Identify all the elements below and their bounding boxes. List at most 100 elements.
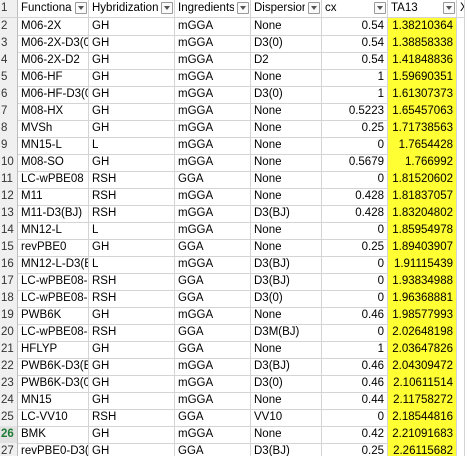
cell-cx[interactable]: 0.25 xyxy=(322,239,388,257)
cell-dispersion[interactable]: None xyxy=(251,103,322,121)
cell-ingredients[interactable]: mGGA xyxy=(175,392,251,410)
cell-dispersion[interactable]: D3(BJ) xyxy=(251,256,322,274)
cell-next-column[interactable] xyxy=(457,86,465,104)
cell-ingredients[interactable]: mGGA xyxy=(175,307,251,325)
cell-ingredients[interactable]: mGGA xyxy=(175,69,251,87)
cell-hybridization[interactable]: RSH xyxy=(89,188,175,206)
cell-hybridization[interactable]: L xyxy=(89,222,175,240)
cell-next-column[interactable] xyxy=(457,137,465,155)
cell-hybridization[interactable]: RSH xyxy=(89,205,175,223)
cell-next-column[interactable] xyxy=(457,392,465,410)
cell-functional[interactable]: M06-2X xyxy=(18,18,89,36)
cell-cx[interactable]: 0.44 xyxy=(322,392,388,410)
cell-dispersion[interactable]: None xyxy=(251,154,322,172)
cell-hybridization[interactable]: GH xyxy=(89,239,175,257)
cell-hybridization[interactable]: GH xyxy=(89,120,175,138)
row-number-1[interactable]: 1 xyxy=(0,0,18,18)
cell-dispersion[interactable]: D3(0) xyxy=(251,290,322,308)
cell-hybridization[interactable]: RSH xyxy=(89,409,175,427)
cell-ingredients[interactable]: GGA xyxy=(175,324,251,342)
cell-ingredients[interactable]: mGGA xyxy=(175,188,251,206)
header-cx[interactable]: cx xyxy=(322,0,388,18)
row-number[interactable]: 9 xyxy=(0,137,18,155)
cell-ta13[interactable]: 2.03647826 xyxy=(388,341,457,359)
cell-ta13[interactable]: 1.81837057 xyxy=(388,188,457,206)
cell-next-column[interactable] xyxy=(457,307,465,325)
cell-ta13[interactable]: 1.65457063 xyxy=(388,103,457,121)
cell-functional[interactable]: LC-VV10 xyxy=(18,409,89,427)
cell-ingredients[interactable]: mGGA xyxy=(175,154,251,172)
cell-dispersion[interactable]: None xyxy=(251,426,322,444)
cell-ingredients[interactable]: GGA xyxy=(175,239,251,257)
cell-dispersion[interactable]: None xyxy=(251,120,322,138)
row-number[interactable]: 22 xyxy=(0,358,18,376)
row-number[interactable]: 3 xyxy=(0,35,18,53)
cell-dispersion[interactable]: VV10 xyxy=(251,409,322,427)
cell-functional[interactable]: MN12-L xyxy=(18,222,89,240)
cell-dispersion[interactable]: D3(BJ) xyxy=(251,273,322,291)
cell-hybridization[interactable]: GH xyxy=(89,358,175,376)
header-ingredients[interactable]: Ingredients xyxy=(175,0,251,18)
cell-cx[interactable]: 0.54 xyxy=(322,52,388,70)
cell-cx[interactable]: 0.46 xyxy=(322,375,388,393)
cell-hybridization[interactable]: GH xyxy=(89,154,175,172)
cell-next-column[interactable] xyxy=(457,375,465,393)
cell-hybridization[interactable]: RSH xyxy=(89,273,175,291)
cell-dispersion[interactable]: D3(BJ) xyxy=(251,443,322,456)
filter-dropdown-icon[interactable] xyxy=(237,2,249,14)
cell-hybridization[interactable]: GH xyxy=(89,426,175,444)
cell-cx[interactable]: 0.25 xyxy=(322,120,388,138)
header-functional[interactable]: Functional xyxy=(18,0,89,18)
cell-ta13[interactable]: 1.96368881 xyxy=(388,290,457,308)
cell-ingredients[interactable]: mGGA xyxy=(175,137,251,155)
cell-ingredients[interactable]: mGGA xyxy=(175,103,251,121)
cell-ta13[interactable]: 1.766992 xyxy=(388,154,457,172)
cell-hybridization[interactable]: GH xyxy=(89,307,175,325)
cell-next-column[interactable] xyxy=(457,103,465,121)
cell-ingredients[interactable]: mGGA xyxy=(175,205,251,223)
row-number[interactable]: 14 xyxy=(0,222,18,240)
cell-next-column[interactable] xyxy=(457,154,465,172)
row-number[interactable]: 8 xyxy=(0,120,18,138)
row-number[interactable]: 19 xyxy=(0,307,18,325)
cell-functional[interactable]: M06-HF xyxy=(18,69,89,87)
cell-ingredients[interactable]: mGGA xyxy=(175,35,251,53)
cell-ta13[interactable]: 1.61307373 xyxy=(388,86,457,104)
cell-functional[interactable]: MN12-L-D3(BJ) xyxy=(18,256,89,274)
cell-functional[interactable]: LC-wPBE08-D3M(BJ) xyxy=(18,324,89,342)
cell-cx[interactable]: 0.5223 xyxy=(322,103,388,121)
cell-functional[interactable]: M08-SO xyxy=(18,154,89,172)
cell-dispersion[interactable]: None xyxy=(251,18,322,36)
cell-functional[interactable]: BMK xyxy=(18,426,89,444)
cell-dispersion[interactable]: None xyxy=(251,171,322,189)
cell-ingredients[interactable]: mGGA xyxy=(175,375,251,393)
filter-dropdown-icon[interactable] xyxy=(308,2,320,14)
cell-cx[interactable]: 0 xyxy=(322,137,388,155)
cell-ta13[interactable]: 1.85954978 xyxy=(388,222,457,240)
cell-dispersion[interactable]: None xyxy=(251,137,322,155)
cell-ta13[interactable]: 1.41848836 xyxy=(388,52,457,70)
row-number[interactable]: 18 xyxy=(0,290,18,308)
cell-next-column[interactable] xyxy=(457,341,465,359)
cell-functional[interactable]: M08-HX xyxy=(18,103,89,121)
row-number[interactable]: 26 xyxy=(0,426,18,444)
row-number[interactable]: 13 xyxy=(0,205,18,223)
cell-ta13[interactable]: 1.81520602 xyxy=(388,171,457,189)
cell-functional[interactable]: revPBE0-D3(BJ) xyxy=(18,443,89,456)
cell-functional[interactable]: HFLYP xyxy=(18,341,89,359)
cell-functional[interactable]: PWB6K-D3(BJ) xyxy=(18,358,89,376)
cell-ta13[interactable]: 1.98577993 xyxy=(388,307,457,325)
cell-hybridization[interactable]: GH xyxy=(89,52,175,70)
cell-dispersion[interactable]: D3(0) xyxy=(251,35,322,53)
cell-next-column[interactable] xyxy=(457,290,465,308)
cell-ingredients[interactable]: mGGA xyxy=(175,86,251,104)
cell-hybridization[interactable]: RSH xyxy=(89,171,175,189)
cell-next-column[interactable] xyxy=(457,273,465,291)
cell-hybridization[interactable]: GH xyxy=(89,341,175,359)
cell-dispersion[interactable]: None xyxy=(251,239,322,257)
row-number[interactable]: 20 xyxy=(0,324,18,342)
cell-next-column[interactable] xyxy=(457,256,465,274)
cell-functional[interactable]: LC-wPBE08-D3(0) xyxy=(18,290,89,308)
cell-next-column[interactable] xyxy=(457,443,465,456)
cell-ta13[interactable]: 2.10611514 xyxy=(388,375,457,393)
